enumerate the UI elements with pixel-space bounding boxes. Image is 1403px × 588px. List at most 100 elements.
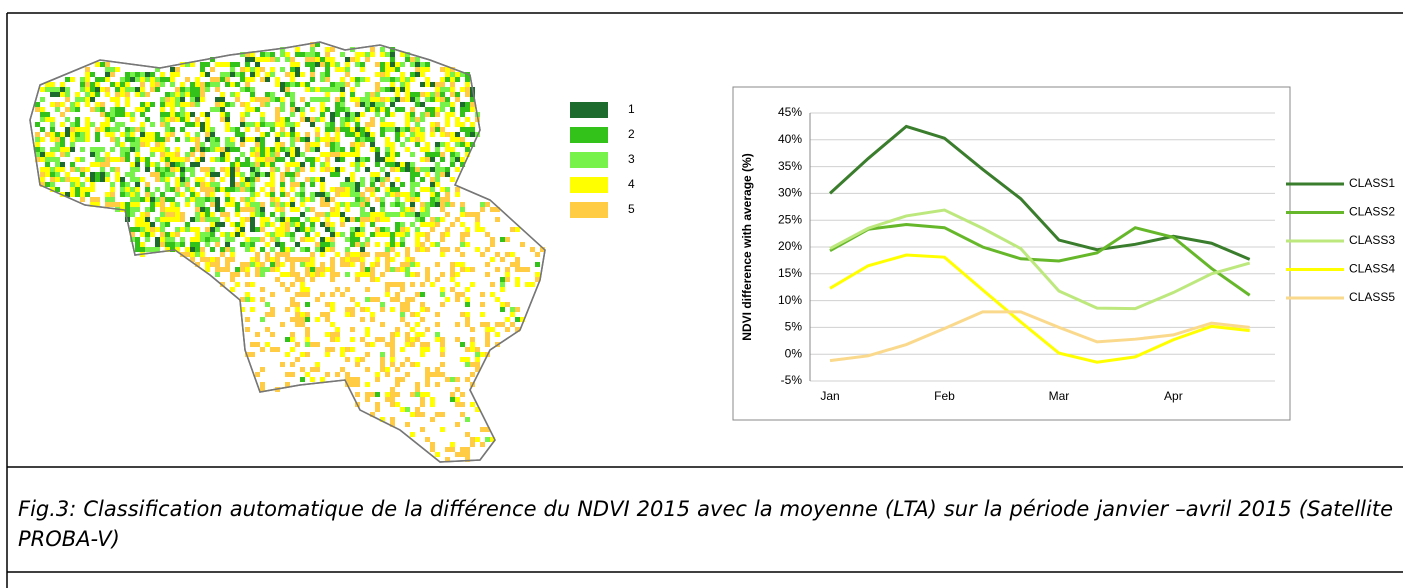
map-pixel xyxy=(330,302,335,307)
map-pixel xyxy=(50,187,55,192)
map-pixel xyxy=(420,282,425,287)
map-pixel xyxy=(395,187,400,192)
map-pixel xyxy=(435,337,440,342)
map-pixel xyxy=(345,82,350,87)
map-pixel xyxy=(310,117,315,122)
map-pixel xyxy=(485,332,490,337)
map-pixel xyxy=(315,147,320,152)
map-pixel xyxy=(375,177,380,182)
map-pixel xyxy=(225,262,230,267)
map-pixel xyxy=(365,157,370,162)
map-pixel xyxy=(320,247,325,252)
map-pixel xyxy=(450,392,455,397)
map-pixel xyxy=(405,147,410,152)
map-pixel xyxy=(210,212,215,217)
map-pixel xyxy=(420,92,425,97)
map-pixel xyxy=(185,62,190,67)
map-pixel xyxy=(290,122,295,127)
map-pixel xyxy=(225,217,230,222)
map-pixel xyxy=(290,217,295,222)
map-pixel xyxy=(470,282,475,287)
map-pixel xyxy=(450,137,455,142)
map-pixel xyxy=(285,87,290,92)
map-pixel xyxy=(365,307,370,312)
map-pixel xyxy=(525,282,530,287)
map-pixel xyxy=(325,372,330,377)
map-pixel xyxy=(290,172,295,177)
map-pixel xyxy=(200,247,205,252)
map-pixel xyxy=(175,202,180,207)
map-pixel xyxy=(130,117,135,122)
map-pixel xyxy=(125,192,130,197)
map-pixel xyxy=(360,177,365,182)
map-pixel xyxy=(135,167,140,172)
map-pixel xyxy=(325,87,330,92)
map-pixel xyxy=(400,312,405,317)
map-pixel xyxy=(310,272,315,277)
map-pixel xyxy=(365,342,370,347)
map-pixel xyxy=(280,362,285,367)
chart-frame xyxy=(732,86,1291,421)
map-pixel xyxy=(205,72,210,77)
map-pixel xyxy=(60,82,65,87)
map-pixel xyxy=(310,167,315,172)
map-pixel xyxy=(390,307,395,312)
map-pixel xyxy=(270,257,275,262)
map-pixel xyxy=(260,272,265,277)
map-pixel xyxy=(235,207,240,212)
map-pixel xyxy=(250,137,255,142)
map-pixel xyxy=(320,62,325,67)
map-pixel xyxy=(455,452,460,457)
map-pixel xyxy=(465,297,470,302)
map-pixel xyxy=(250,297,255,302)
map-pixel xyxy=(390,267,395,272)
map-pixel xyxy=(215,172,220,177)
map-pixel xyxy=(115,172,120,177)
map-pixel xyxy=(360,132,365,137)
map-pixel xyxy=(225,267,230,272)
map-pixel xyxy=(345,262,350,267)
map-pixel xyxy=(400,142,405,147)
map-pixel xyxy=(415,382,420,387)
map-pixel xyxy=(285,287,290,292)
map-pixel xyxy=(45,87,50,92)
map-pixel xyxy=(160,102,165,107)
map-pixel xyxy=(235,62,240,67)
map-pixel xyxy=(40,152,45,157)
map-pixel xyxy=(270,237,275,242)
map-pixel xyxy=(95,102,100,107)
map-pixel xyxy=(405,167,410,172)
map-pixel xyxy=(240,217,245,222)
map-pixel xyxy=(120,132,125,137)
map-pixel xyxy=(180,182,185,187)
map-pixel xyxy=(425,67,430,72)
map-pixel xyxy=(375,257,380,262)
map-pixel xyxy=(390,102,395,107)
map-pixel xyxy=(180,127,185,132)
map-pixel xyxy=(395,327,400,332)
map-pixel xyxy=(60,102,65,107)
map-pixel xyxy=(345,117,350,122)
map-pixel xyxy=(165,207,170,212)
map-pixel xyxy=(435,167,440,172)
map-pixel xyxy=(235,97,240,102)
map-pixel xyxy=(245,77,250,82)
map-pixel xyxy=(405,302,410,307)
map-pixel xyxy=(280,247,285,252)
map-pixel xyxy=(315,97,320,102)
map-pixel xyxy=(315,267,320,272)
map-pixel xyxy=(185,187,190,192)
map-pixel xyxy=(310,122,315,127)
map-pixel xyxy=(350,242,355,247)
map-pixel xyxy=(420,302,425,307)
map-pixel xyxy=(245,297,250,302)
map-pixel xyxy=(355,377,360,382)
map-pixel xyxy=(415,192,420,197)
map-pixel xyxy=(175,117,180,122)
map-pixel xyxy=(155,142,160,147)
map-pixel xyxy=(350,192,355,197)
map-pixel xyxy=(160,117,165,122)
map-pixel xyxy=(445,147,450,152)
map-pixel xyxy=(60,122,65,127)
map-pixel xyxy=(270,172,275,177)
